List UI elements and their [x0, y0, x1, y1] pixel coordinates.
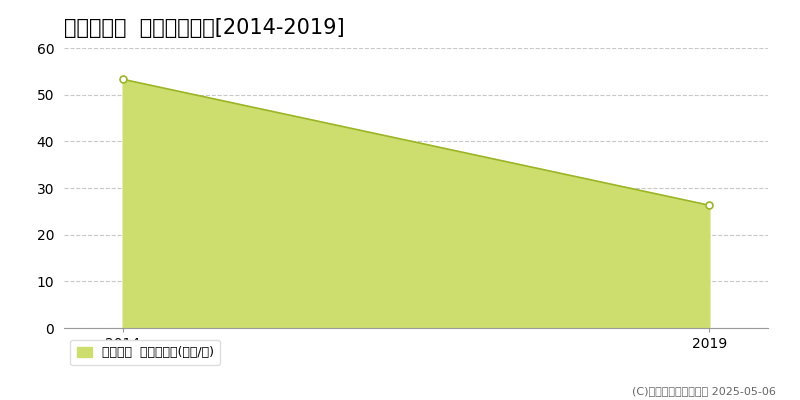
Text: 郡山市図景  住宅価格推移[2014-2019]: 郡山市図景 住宅価格推移[2014-2019] — [64, 18, 345, 38]
Text: (C)土地価格ドットコム 2025-05-06: (C)土地価格ドットコム 2025-05-06 — [632, 386, 776, 396]
Legend: 住宅価格  平均坪単価(万円/坪): 住宅価格 平均坪単価(万円/坪) — [70, 340, 220, 365]
